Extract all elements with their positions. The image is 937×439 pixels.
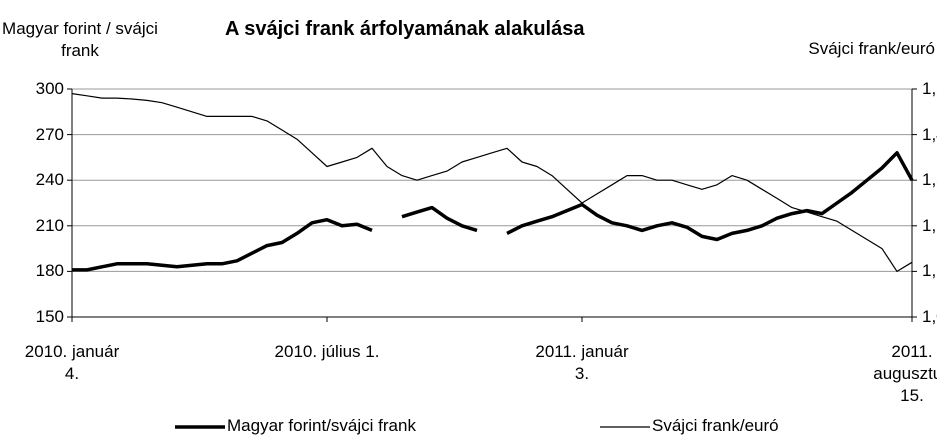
y2-tick-label: 1,1 — [922, 261, 937, 281]
y-tick-label: 180 — [35, 261, 64, 281]
x-tick-label: 2010. július 1. — [274, 342, 380, 361]
y2-tick-label: 1,5 — [922, 79, 937, 98]
x-tick-label: 2010. január 4. — [24, 342, 120, 383]
line-series — [71, 93, 913, 272]
y2-tick-label: 1,3 — [922, 170, 937, 190]
legend-label: Magyar forint/svájci frank — [227, 416, 416, 435]
y-tick-label: 300 — [35, 79, 64, 98]
line-series — [72, 151, 914, 272]
x-tick-label: 2011. augusztus 15. — [873, 342, 937, 405]
y-tick-label: 270 — [35, 124, 64, 144]
chart-title: A svájci frank árfolyamának alakulása — [225, 18, 585, 40]
legend-label: Svájci frank/euró — [652, 416, 779, 435]
y2-tick-label: 1,2 — [922, 215, 937, 235]
y2-tick-label: 1,0 — [922, 307, 937, 326]
y-tick-label: 240 — [35, 170, 64, 190]
y-axis-title: Magyar forint / svájci frank — [2, 19, 158, 60]
y-tick-label: 150 — [35, 307, 64, 326]
y2-tick-label: 1,4 — [922, 124, 937, 144]
y-tick-label: 210 — [35, 215, 64, 235]
y2-axis-title: Svájci frank/euró — [808, 39, 935, 58]
x-tick-label: 2011. január 3. — [535, 342, 629, 383]
